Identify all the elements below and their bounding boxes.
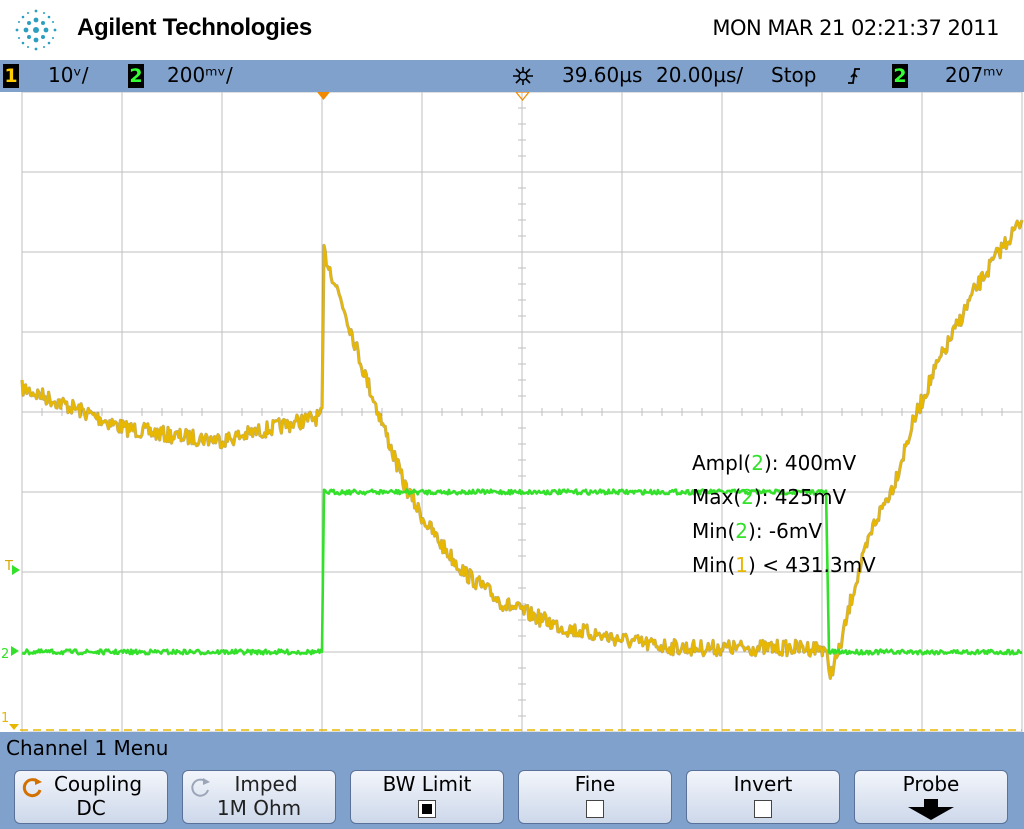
ch2-badge[interactable]: 2: [128, 64, 144, 88]
ch1-badge[interactable]: 1: [3, 64, 19, 88]
ch1-scale: 10ᵛ/: [48, 63, 89, 87]
ch2-trace: [21, 488, 1023, 656]
trigger-position-marker: [317, 92, 330, 100]
bw-limit-label: BW Limit: [382, 772, 472, 796]
bw-limit-checkbox[interactable]: [418, 800, 436, 818]
graticule-grid: [21, 92, 1023, 732]
menu-title: Channel 1 Menu: [6, 736, 169, 760]
trigger-level-arrow: [12, 565, 20, 575]
rising-edge-icon: [848, 68, 860, 84]
trigger-source-badge[interactable]: 2: [892, 64, 908, 88]
measurement-readout: Ampl(2): 400mV Max(2): 425mV Min(2): -6m…: [692, 451, 876, 577]
agilent-spark-icon: [15, 9, 57, 51]
run-state: Stop: [771, 63, 817, 87]
ch2-ground-marker: 2: [1, 647, 9, 662]
brand-name: Agilent Technologies: [77, 14, 312, 41]
probe-softkey[interactable]: Probe: [854, 770, 1008, 824]
fine-label: Fine: [574, 772, 616, 796]
header: Agilent Technologies MON MAR 21 02:21:37…: [0, 0, 1024, 60]
imped-value: 1M Ohm: [216, 796, 302, 820]
rotate-knob-icon: [191, 778, 210, 797]
measurement-max-ch2: Max(2): 425mV: [692, 485, 846, 509]
coupling-softkey[interactable]: Coupling DC: [14, 770, 168, 824]
coupling-value: DC: [76, 796, 106, 820]
rotate-knob-icon: [22, 778, 42, 798]
measurement-min-ch2: Min(2): -6mV: [692, 519, 822, 543]
trigger-level: 207ᵐᵛ: [945, 63, 1004, 87]
probe-label: Probe: [902, 772, 960, 796]
down-arrow-icon: [908, 799, 954, 820]
status-bar: 1 10ᵛ/ 2 200ᵐᵛ/ 39.60µs 20.00µs/ Stop 2 …: [0, 60, 1024, 92]
invert-checkbox[interactable]: [754, 800, 772, 818]
ch1-ground-marker: 1: [1, 711, 9, 726]
invert-softkey[interactable]: Invert: [686, 770, 840, 824]
measurement-ampl-ch2: Ampl(2): 400mV: [692, 451, 857, 475]
imped-softkey[interactable]: Imped 1M Ohm: [182, 770, 336, 824]
delay-star-icon: [513, 67, 533, 85]
delay-reference-marker: [515, 92, 530, 101]
coupling-label: Coupling: [53, 772, 143, 796]
date-time: MON MAR 21 02:21:37 2011: [712, 16, 999, 40]
imped-label: Imped: [234, 772, 298, 796]
measurement-min-ch1: Min(1) < 431.3mV: [692, 553, 876, 577]
timebase-value: 20.00µs/: [656, 63, 744, 87]
traces: [20, 219, 1024, 680]
ch2-ground-arrow: [11, 646, 19, 656]
waveform-display[interactable]: T 2 1 Ampl(2): 400mV Max(2): 425mV Min(2…: [0, 92, 1024, 732]
fine-checkbox[interactable]: [586, 800, 604, 818]
ch1-ground-arrow: [9, 724, 19, 730]
bw-limit-softkey[interactable]: BW Limit: [350, 770, 504, 824]
ch1-trace: [21, 219, 1023, 680]
softkey-menu: Channel 1 Menu Coupling DC Imped 1M Ohm …: [0, 732, 1024, 829]
delay-value: 39.60µs: [562, 63, 643, 87]
fine-softkey[interactable]: Fine: [518, 770, 672, 824]
ch2-scale: 200ᵐᵛ/: [167, 63, 233, 87]
invert-label: Invert: [733, 772, 793, 796]
trigger-level-marker: T: [4, 559, 13, 574]
